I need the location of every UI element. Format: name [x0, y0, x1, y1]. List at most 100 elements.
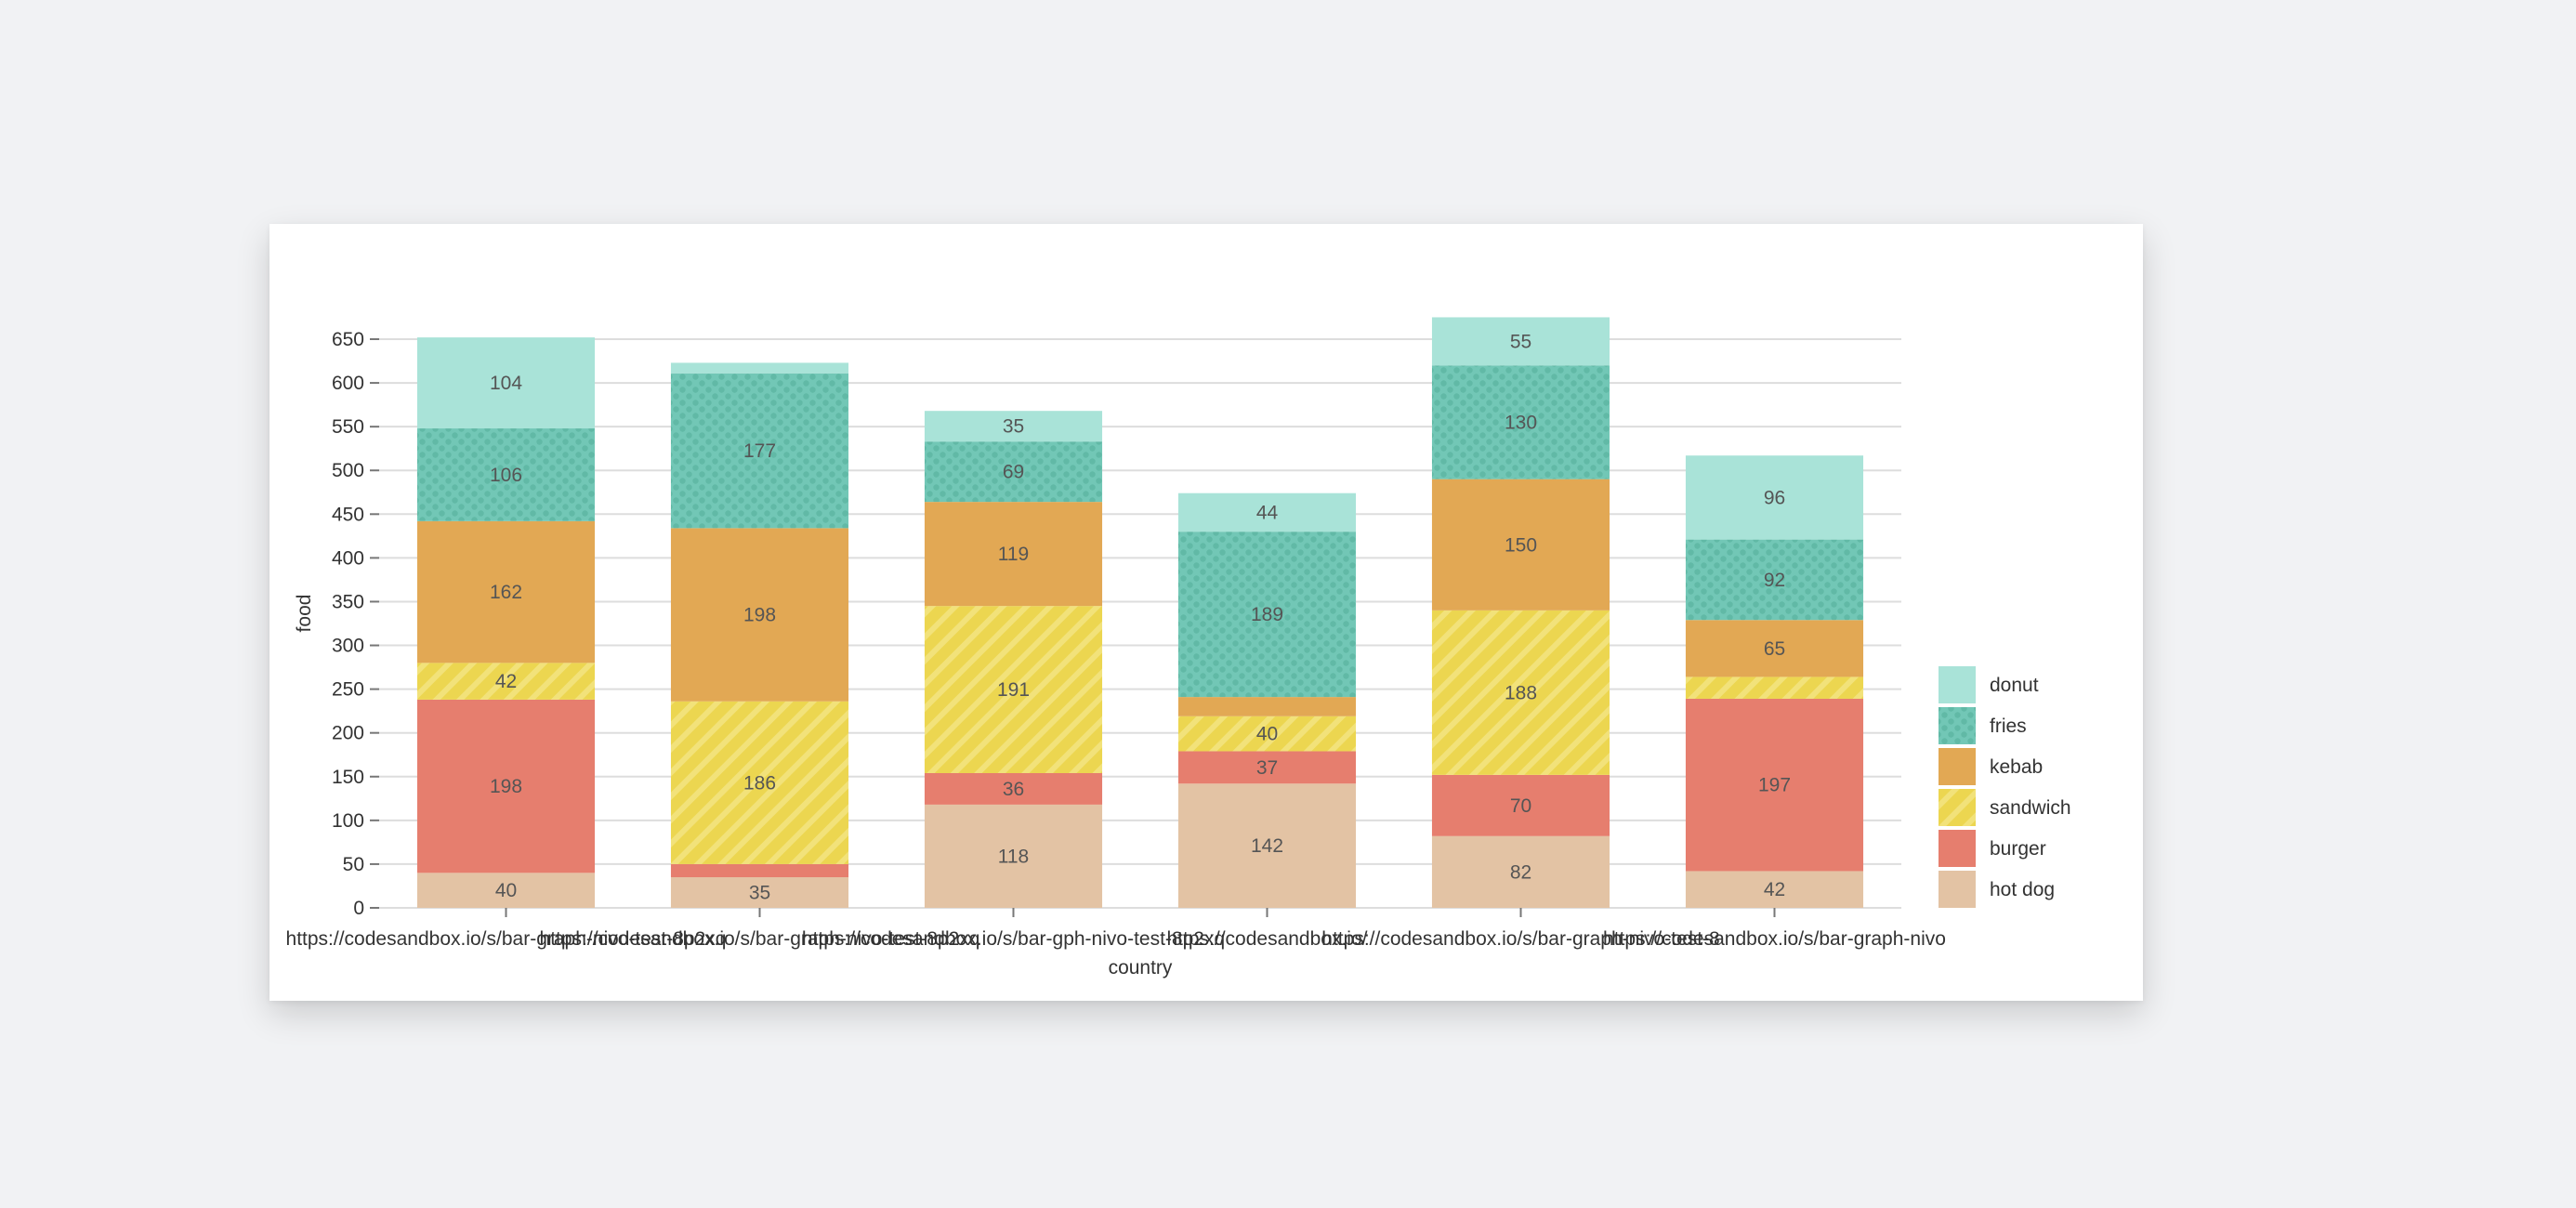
bar-segment-donut[interactable]: [924, 411, 1103, 442]
bar-segment-donut[interactable]: [1431, 317, 1610, 366]
data-label: 36: [1003, 779, 1024, 800]
bar-segment-hot-dog[interactable]: [670, 877, 849, 908]
x-tick-label: https://codesandbox.io/s/bar-graph-nivo-…: [286, 928, 727, 950]
bar-segment-fries[interactable]: [1685, 539, 1864, 621]
y-tick-label: 500: [332, 460, 364, 481]
data-label: 186: [743, 772, 776, 794]
data-label: 35: [1003, 416, 1024, 438]
bar-segment-kebab[interactable]: [924, 502, 1103, 607]
y-tick-label: 550: [332, 416, 364, 438]
bar-segment-hot-dog[interactable]: [924, 804, 1103, 908]
legend-swatch-donut: [1939, 666, 1976, 703]
legend-swatch-sandwich: [1939, 789, 1976, 826]
legend-swatch-hot-dog: [1939, 871, 1976, 908]
bar-segment-burger[interactable]: [1431, 774, 1610, 836]
data-label: 150: [1505, 534, 1537, 556]
x-tick-label: https://codesandbox.io/: [1167, 928, 1368, 950]
data-label: 104: [490, 373, 522, 394]
data-label: 119: [998, 544, 1029, 565]
bar-segment-kebab[interactable]: [1685, 620, 1864, 677]
bar-segment-hot-dog[interactable]: [1431, 835, 1610, 908]
data-label: 82: [1510, 861, 1531, 883]
bar-segment-burger[interactable]: [416, 699, 596, 873]
data-label: 198: [490, 776, 522, 797]
data-label: 44: [1256, 502, 1279, 523]
y-tick-label: 100: [332, 810, 364, 832]
bar-segment-kebab[interactable]: [1177, 697, 1357, 716]
legend: donut fries kebab sandwich burger hot dog: [1939, 666, 2071, 908]
data-label: 70: [1510, 795, 1531, 817]
bar-segment-fries[interactable]: [1431, 365, 1610, 479]
y-tick-label: 450: [332, 504, 364, 525]
legend-label: fries: [1990, 716, 2027, 737]
bar-segment-burger[interactable]: [1177, 751, 1357, 784]
bar-segment-hot-dog[interactable]: [1685, 871, 1864, 908]
x-tick-label: https://codesandbox.io/s/bar-graph-nivo-…: [1321, 928, 1719, 950]
legend-swatch-burger: [1939, 830, 1976, 867]
y-tick-label: 200: [332, 723, 364, 744]
bar-segment-sandwich[interactable]: [670, 701, 849, 864]
axes: 0 50 100 150 200 250 300 350 400 450 500 550 600 650 h…: [286, 329, 1946, 950]
bar-segment-burger[interactable]: [924, 773, 1103, 805]
bar-segment-donut[interactable]: [416, 337, 596, 429]
y-tick-label: 250: [332, 679, 364, 701]
y-tick-label: 350: [332, 591, 364, 612]
legend-label: sandwich: [1990, 797, 2071, 819]
bar-segment-donut[interactable]: [1685, 455, 1864, 540]
data-label: 42: [495, 671, 517, 692]
data-label: 96: [1764, 487, 1785, 508]
data-label: 106: [490, 465, 522, 486]
data-label: 92: [1764, 570, 1785, 591]
legend-label: burger: [1990, 838, 2046, 860]
grid-lines: [379, 338, 1901, 909]
bar-segment-donut[interactable]: [670, 362, 849, 374]
data-label: 130: [1505, 412, 1537, 433]
bar-segment-sandwich[interactable]: [924, 606, 1103, 774]
bar-segment-burger[interactable]: [1685, 698, 1864, 872]
data-label: 35: [749, 883, 770, 904]
bar-segment-sandwich[interactable]: [416, 663, 596, 700]
x-tick-label: https://codesandbox.io/s/bar-gph-nivo-te…: [802, 928, 1225, 950]
stacked-bar-chart: 40 198 42 162 106 104 35 186 198 177 118 36 191 119 69…: [286, 317, 2071, 978]
bars: [416, 317, 1864, 908]
x-tick-label: https://codesandbox.io/s/bar-graph-nivo: [1603, 928, 1946, 950]
bar-segment-donut[interactable]: [1177, 492, 1357, 532]
data-label: 197: [1758, 775, 1791, 796]
y-axis-title: food: [294, 595, 315, 633]
data-label: 188: [1505, 682, 1537, 703]
legend-label: donut: [1990, 675, 2039, 696]
bar-segment-hot-dog[interactable]: [1177, 783, 1357, 908]
bar-segment-fries[interactable]: [670, 373, 849, 529]
x-axis-title: country: [1109, 957, 1173, 978]
bar-segment-kebab[interactable]: [416, 520, 596, 663]
bar-segment-fries[interactable]: [1177, 532, 1357, 698]
data-label: 177: [743, 440, 776, 462]
data-label: 191: [997, 679, 1030, 701]
bar-segment-hot-dog[interactable]: [416, 873, 596, 908]
bar-segment-burger[interactable]: [670, 863, 849, 878]
data-label: 42: [1764, 879, 1785, 900]
legend-label: kebab: [1990, 756, 2043, 778]
chart-card: 40 198 42 162 106 104 35 186 198 177 118 36 191 119 69…: [269, 224, 2143, 1001]
bar-segment-sandwich[interactable]: [1431, 610, 1610, 775]
data-label: 189: [1251, 604, 1283, 625]
bar-segment-fries[interactable]: [924, 441, 1103, 503]
y-tick-label: 600: [332, 373, 364, 394]
data-label: 65: [1764, 638, 1785, 660]
data-label: 118: [998, 846, 1029, 867]
bar-segment-kebab[interactable]: [1431, 479, 1610, 611]
bar-segment-sandwich[interactable]: [1685, 676, 1864, 699]
bar-segment-fries[interactable]: [416, 428, 596, 521]
data-label: 40: [1256, 724, 1278, 745]
data-label: 198: [743, 605, 776, 626]
x-tick-label: https://codesandbox.io/s/bar-graph-nivo-…: [540, 928, 980, 950]
bar-segment-kebab[interactable]: [670, 528, 849, 702]
y-tick-label: 50: [343, 854, 364, 875]
data-label: 40: [495, 880, 517, 901]
data-label: 162: [490, 582, 522, 603]
value-labels: 40 198 42 162 106 104 35 186 198 177 118 36 191 119 69…: [490, 331, 1791, 903]
y-tick-label: 650: [332, 329, 364, 350]
y-tick-label: 150: [332, 767, 364, 788]
data-label: 142: [1251, 835, 1283, 857]
bar-segment-sandwich[interactable]: [1177, 716, 1357, 752]
